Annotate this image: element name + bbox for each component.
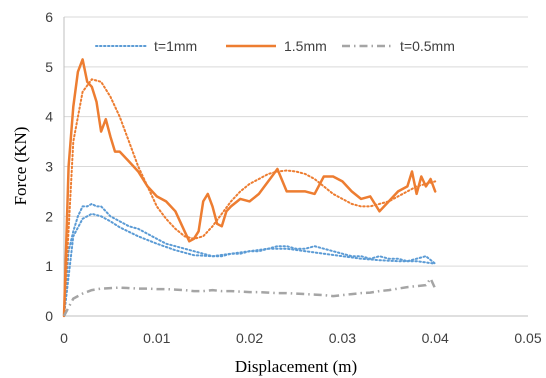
x-tick-label: 0.01 — [143, 330, 170, 346]
series-line-2 — [62, 58, 437, 318]
gridlines — [64, 16, 528, 267]
x-tick-label: 0.02 — [236, 330, 263, 346]
x-tick-label: 0.05 — [514, 330, 541, 346]
y-tick-label: 0 — [45, 308, 53, 324]
x-tick-label: 0.04 — [422, 330, 449, 346]
legend: t=1mm 1.5mm t=0.5mm — [95, 38, 455, 54]
x-tick-label: 0 — [60, 330, 68, 346]
y-tick-label: 1 — [45, 258, 53, 274]
y-tick-label: 3 — [45, 159, 53, 175]
legend-label-t0-5mm: t=0.5mm — [400, 38, 455, 54]
legend-label-1-5mm: 1.5mm — [284, 38, 327, 54]
x-tick-label: 0.03 — [329, 330, 356, 346]
y-tick-label: 4 — [45, 109, 53, 125]
series-line-4 — [62, 277, 437, 317]
tick-labels: 0 1 2 3 4 5 6 0 0.01 0.02 0.03 0.04 0.05 — [45, 9, 542, 346]
y-tick-label: 6 — [45, 9, 53, 25]
series-lines — [62, 58, 437, 318]
legend-label-t1mm: t=1mm — [154, 38, 197, 54]
series-line-1 — [63, 212, 437, 317]
series-line-3 — [63, 78, 437, 317]
y-tick-label: 5 — [45, 59, 53, 75]
axes — [63, 17, 528, 317]
y-axis-title: Force (KN) — [11, 127, 30, 206]
y-tick-label: 2 — [45, 208, 53, 224]
x-axis-title: Displacement (m) — [235, 357, 357, 376]
